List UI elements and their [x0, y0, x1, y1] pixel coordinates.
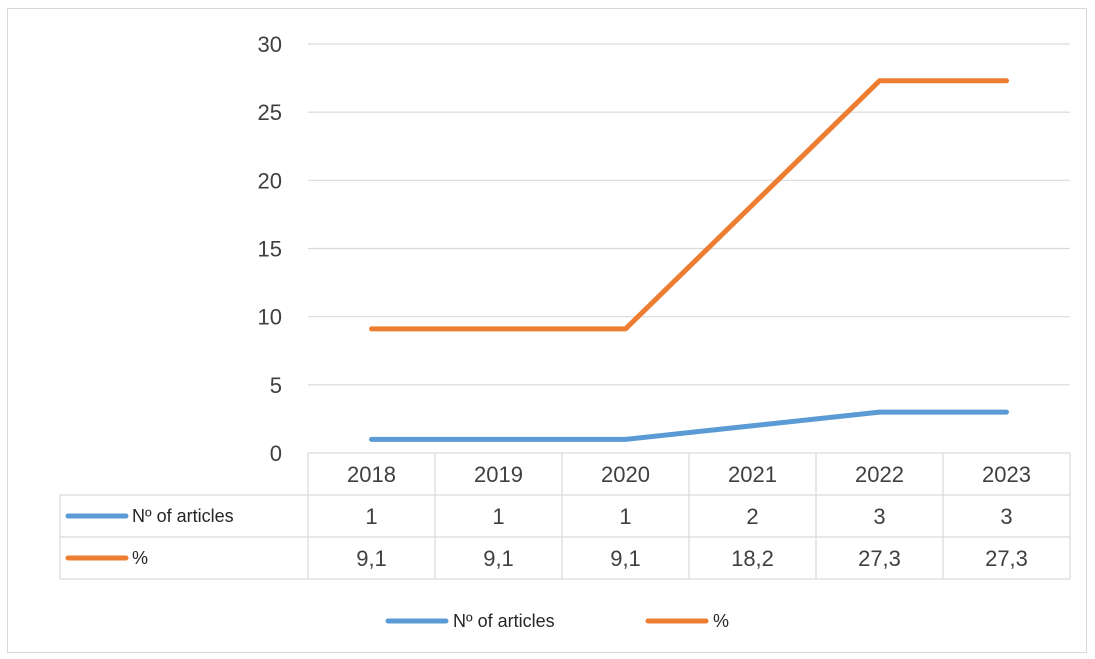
y-tick-label: 10 — [258, 305, 282, 330]
y-axis-ticks: 0 5 10 15 20 25 30 — [258, 32, 282, 466]
y-tick-label: 25 — [258, 100, 282, 125]
legend-label: Nº of articles — [453, 611, 555, 631]
series-line-1 — [369, 409, 1009, 442]
data-label: 9,1 — [356, 546, 387, 571]
data-label: 9,1 — [610, 546, 641, 571]
x-tick-label: 2023 — [982, 462, 1031, 487]
data-label: 9,1 — [483, 546, 514, 571]
y-tick-label: 5 — [270, 373, 282, 398]
data-table: 2018 2019 2020 2021 2022 2023 Nº of articles 1 1… — [59, 452, 1071, 580]
series-lines — [369, 78, 1009, 442]
data-label: 27,3 — [985, 546, 1028, 571]
data-label: 2 — [746, 504, 758, 529]
x-tick-label: 2021 — [728, 462, 777, 487]
series-line-2 — [369, 78, 1009, 332]
data-label: 27,3 — [858, 546, 901, 571]
data-label: 3 — [1000, 504, 1012, 529]
gridlines — [308, 43, 1070, 386]
data-label: 1 — [619, 504, 631, 529]
y-tick-label: 15 — [258, 237, 282, 262]
legend: Nº of articles% — [385, 611, 729, 631]
x-tick-label: 2019 — [474, 462, 523, 487]
y-tick-label: 0 — [270, 441, 282, 466]
table-row-label: Nº of articles — [132, 506, 234, 526]
legend-label: % — [713, 611, 729, 631]
y-tick-label: 20 — [258, 168, 282, 193]
data-label: 1 — [492, 504, 504, 529]
x-tick-label: 2020 — [601, 462, 650, 487]
x-tick-label: 2022 — [855, 462, 904, 487]
data-label: 18,2 — [731, 546, 774, 571]
table-row-label: % — [132, 548, 148, 568]
y-tick-label: 30 — [258, 32, 282, 57]
x-tick-label: 2018 — [347, 462, 396, 487]
data-label: 1 — [365, 504, 377, 529]
data-label: 3 — [873, 504, 885, 529]
